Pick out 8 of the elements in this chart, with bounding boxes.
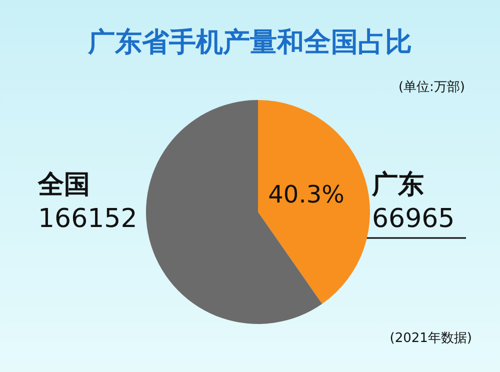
- chart-subtitle: (单位:万部): [398, 80, 466, 95]
- text: 66965: [372, 204, 455, 234]
- slice-label: 广东: [371, 170, 424, 200]
- text: 166152: [38, 204, 138, 234]
- text: (2021年数据): [390, 331, 472, 346]
- chart-title: 广东省手机产量和全国占比: [87, 27, 412, 58]
- data-label: 40.3%: [268, 180, 344, 208]
- slice-label: 全国: [37, 170, 90, 200]
